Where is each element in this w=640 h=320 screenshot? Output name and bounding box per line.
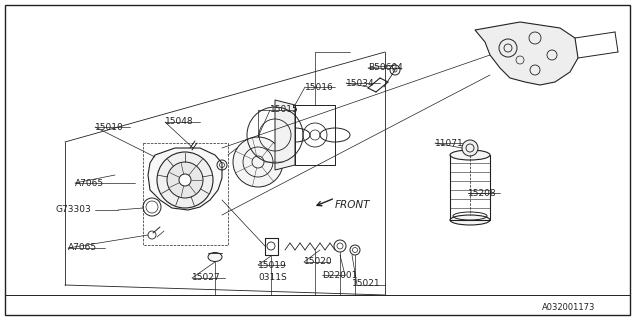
Text: 15027: 15027 — [192, 274, 221, 283]
Text: 11071: 11071 — [435, 139, 464, 148]
Text: D22001: D22001 — [322, 270, 357, 279]
Text: 15020: 15020 — [304, 258, 333, 267]
Polygon shape — [275, 100, 295, 170]
Text: 15010: 15010 — [95, 123, 124, 132]
Text: FRONT: FRONT — [335, 200, 371, 210]
Text: B50604: B50604 — [368, 63, 403, 73]
Text: 15208: 15208 — [468, 188, 497, 197]
Text: 15016: 15016 — [305, 83, 333, 92]
Text: 15021: 15021 — [352, 279, 381, 289]
Circle shape — [462, 140, 478, 156]
Ellipse shape — [450, 215, 490, 225]
Text: 15019: 15019 — [258, 260, 287, 269]
Text: 0311S: 0311S — [258, 273, 287, 282]
Text: G73303: G73303 — [55, 205, 91, 214]
Text: 15015: 15015 — [270, 106, 299, 115]
Circle shape — [167, 162, 203, 198]
Text: A032001173: A032001173 — [542, 303, 595, 313]
Text: A7065: A7065 — [75, 179, 104, 188]
Polygon shape — [475, 22, 578, 85]
Circle shape — [157, 152, 213, 208]
Circle shape — [233, 137, 283, 187]
Text: 15034: 15034 — [346, 78, 374, 87]
Text: A7065: A7065 — [68, 244, 97, 252]
Polygon shape — [148, 148, 222, 210]
Ellipse shape — [450, 150, 490, 160]
Ellipse shape — [208, 252, 222, 261]
Text: 15048: 15048 — [165, 117, 194, 126]
Circle shape — [179, 174, 191, 186]
